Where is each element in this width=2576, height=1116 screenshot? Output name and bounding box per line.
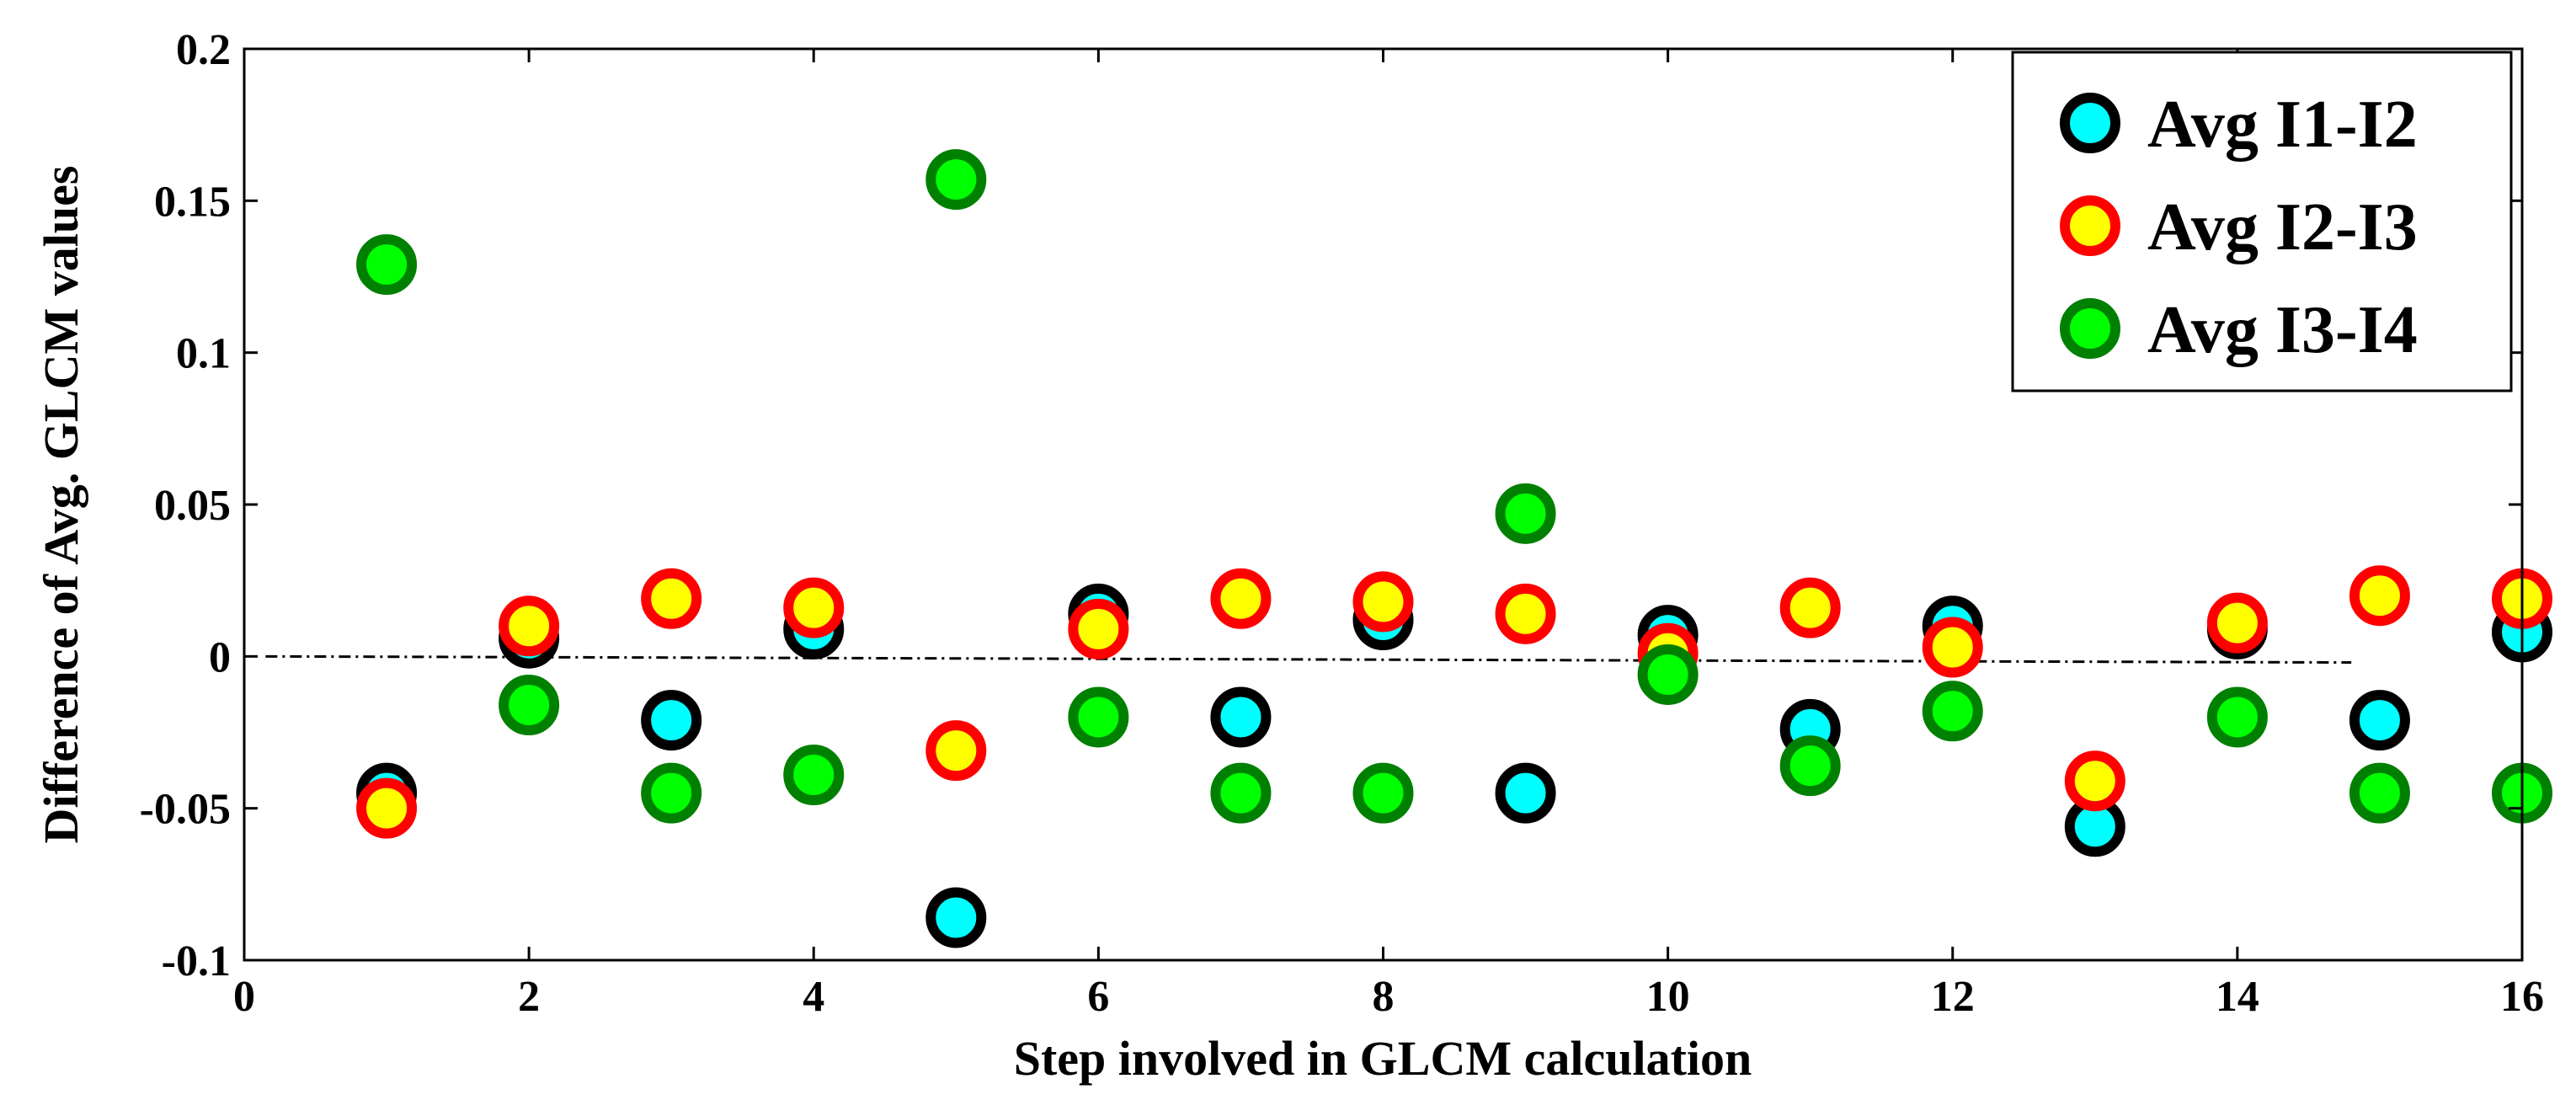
data-point — [1495, 762, 1556, 824]
data-point — [2349, 690, 2410, 751]
data-point — [641, 762, 702, 824]
data-point — [2206, 686, 2268, 748]
data-point — [1068, 686, 1129, 748]
data-point — [356, 777, 418, 839]
reference-line-layer — [265, 654, 2352, 665]
legend-marker — [2060, 195, 2120, 256]
y-tick-label: -0.05 — [140, 786, 231, 834]
x-tick-label: 12 — [1931, 973, 1975, 1021]
x-tick-label: 4 — [803, 973, 824, 1021]
legend-label: Avg I3-I4 — [2147, 293, 2418, 367]
y-tick-label: 0 — [209, 633, 231, 681]
legend-marker — [2060, 298, 2120, 359]
tick-labels-layer: 0 2 4 6 8 10 12 14 16 -0.1 -0.05 0 0.05 0.1 0.15 0.2 — [140, 26, 2544, 1021]
data-point — [641, 568, 702, 629]
data-point — [925, 149, 987, 211]
data-point — [1352, 762, 1414, 824]
data-point — [1922, 681, 1983, 742]
data-point — [2206, 592, 2268, 654]
data-point — [783, 577, 845, 638]
data-point — [925, 720, 987, 782]
data-point — [1210, 762, 1272, 824]
y-tick-label: -0.1 — [162, 937, 231, 985]
data-point — [1495, 483, 1556, 544]
y-tick-label: 0.2 — [176, 26, 231, 74]
data-point — [1779, 577, 1841, 638]
x-tick-label: 10 — [1646, 973, 1690, 1021]
data-point — [1352, 571, 1414, 633]
y-tick-label: 0.15 — [154, 178, 231, 226]
data-point — [1637, 643, 1699, 705]
data-point — [2064, 750, 2125, 812]
data-point — [1210, 686, 1272, 748]
x-axis-title: Step involved in GLCM calculation — [1014, 1031, 1752, 1086]
zero-reference-line — [265, 654, 2352, 665]
y-axis-title: Difference of Avg. GLCM values — [34, 166, 88, 844]
data-point — [1495, 583, 1556, 644]
series-2-points — [356, 565, 2552, 839]
legend-entries: Avg I1-I2 Avg I2-I3 Avg I3-I4 — [2060, 88, 2418, 367]
data-point — [1210, 568, 1272, 629]
data-point — [499, 595, 560, 657]
data-point — [1068, 598, 1129, 659]
y-tick-label: 0.1 — [176, 330, 231, 378]
data-point — [499, 675, 560, 736]
legend-label: Avg I2-I3 — [2147, 190, 2418, 264]
x-tick-label: 14 — [2216, 973, 2259, 1021]
data-point — [641, 690, 702, 751]
data-points-layer — [356, 149, 2552, 948]
x-tick-label: 0 — [233, 973, 255, 1021]
y-tick-label: 0.05 — [154, 482, 231, 530]
data-point — [783, 744, 845, 805]
data-point — [356, 234, 418, 296]
legend: Avg I1-I2 Avg I2-I3 Avg I3-I4 — [2011, 51, 2513, 392]
x-tick-label: 6 — [1087, 973, 1109, 1021]
x-tick-label: 16 — [2500, 973, 2544, 1021]
data-point — [2349, 762, 2410, 824]
legend-marker — [2060, 93, 2120, 153]
data-point — [2349, 565, 2410, 627]
data-point — [925, 887, 987, 948]
x-tick-label: 2 — [518, 973, 540, 1021]
x-tick-label: 8 — [1373, 973, 1395, 1021]
legend-label: Avg I1-I2 — [2147, 88, 2418, 162]
data-point — [1779, 735, 1841, 797]
data-point — [1922, 617, 1983, 678]
